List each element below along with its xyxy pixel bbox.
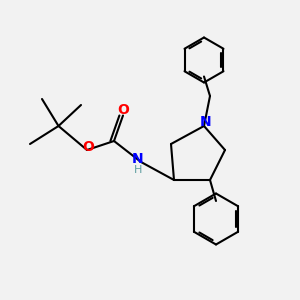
Text: H: H: [134, 165, 142, 175]
Text: O: O: [82, 140, 94, 154]
Text: N: N: [132, 152, 144, 166]
Text: O: O: [117, 103, 129, 117]
Text: N: N: [200, 115, 211, 128]
